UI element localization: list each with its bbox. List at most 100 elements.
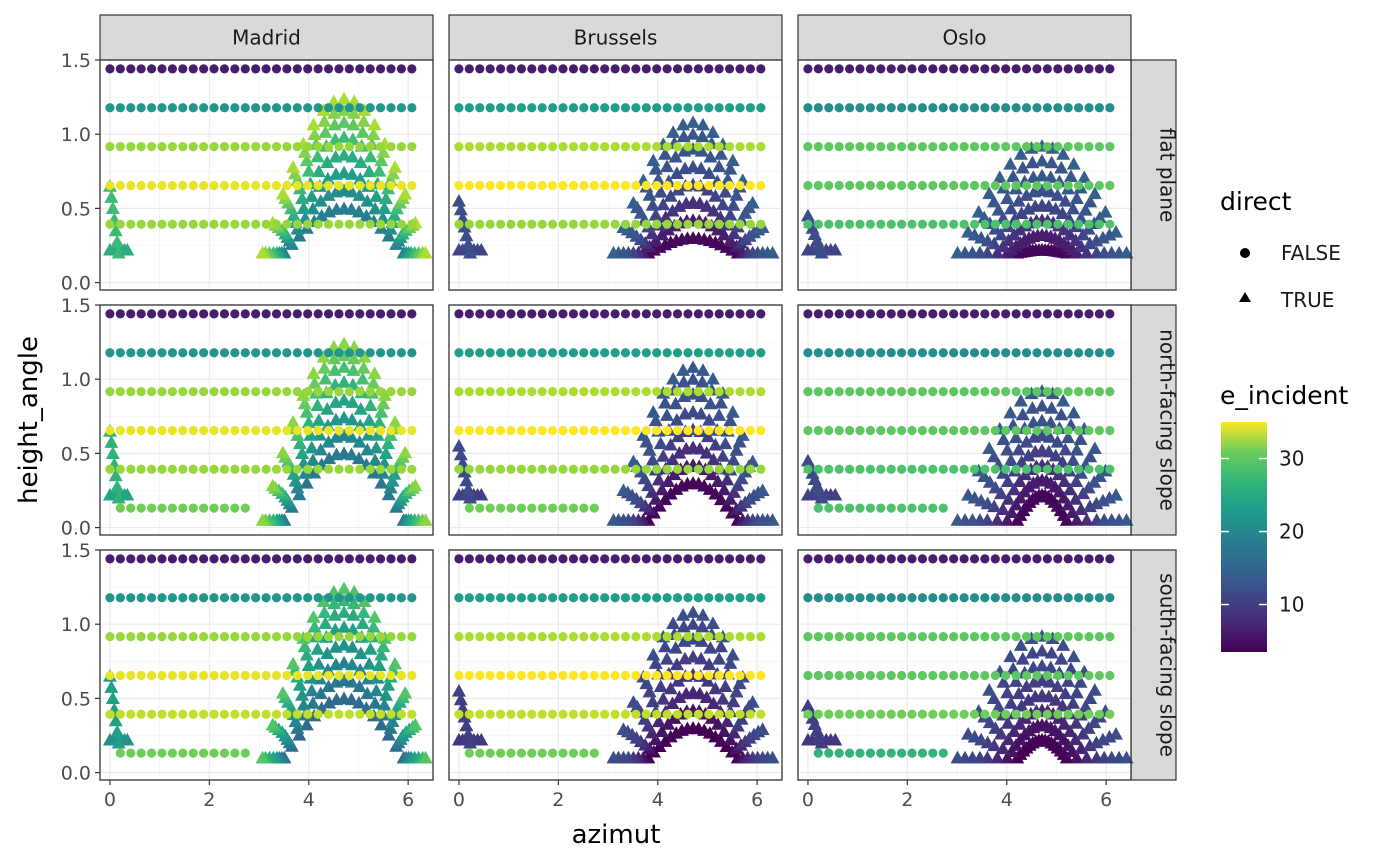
diffuse-point <box>178 464 188 474</box>
direct-point <box>337 375 352 388</box>
diffuse-point <box>558 709 568 719</box>
diffuse-point <box>959 593 969 603</box>
diffuse-point <box>475 309 485 319</box>
diffuse-point <box>662 425 672 436</box>
diffuse-point <box>407 142 417 152</box>
diffuse-point <box>600 425 610 436</box>
diffuse-point <box>990 554 1000 564</box>
direct-point <box>306 117 321 131</box>
diffuse-point <box>464 142 474 152</box>
direct-point <box>718 679 733 692</box>
diffuse-point <box>1011 425 1021 436</box>
diffuse-point <box>735 632 745 642</box>
direct-point <box>286 208 301 222</box>
diffuse-point <box>115 425 125 436</box>
direct-point <box>1061 674 1076 687</box>
diffuse-point <box>834 425 844 436</box>
diffuse-point <box>693 64 703 74</box>
direct-point <box>654 482 669 496</box>
legend-direct-title: direct <box>1220 187 1292 216</box>
diffuse-point <box>1053 180 1063 191</box>
direct-point <box>374 647 389 661</box>
diffuse-point <box>558 670 568 681</box>
diffuse-point <box>188 219 198 229</box>
direct-point <box>1014 455 1029 468</box>
diffuse-point <box>292 180 302 191</box>
diffuse-point <box>600 142 610 152</box>
diffuse-point <box>980 425 990 436</box>
diffuse-point <box>735 348 745 358</box>
direct-point <box>606 513 621 526</box>
diffuse-point <box>1053 632 1063 642</box>
direct-point <box>299 647 314 661</box>
diffuse-point <box>516 632 527 642</box>
diffuse-point <box>568 632 579 642</box>
diffuse-point <box>620 554 631 564</box>
diffuse-point <box>1053 309 1063 319</box>
diffuse-point <box>652 632 662 642</box>
diffuse-point <box>178 503 188 513</box>
diffuse-point <box>897 180 907 191</box>
diffuse-point <box>631 348 641 358</box>
direct-point <box>453 202 468 216</box>
diffuse-point <box>475 103 485 113</box>
diffuse-point <box>115 554 125 564</box>
diffuse-point <box>386 142 396 152</box>
diffuse-point <box>537 748 547 758</box>
diffuse-point <box>1073 142 1084 152</box>
diffuse-point <box>1042 142 1052 152</box>
direct-point <box>992 170 1007 183</box>
diffuse-point <box>334 709 344 719</box>
diffuse-point <box>365 593 375 603</box>
diffuse-point <box>261 670 271 681</box>
diffuse-point <box>824 387 834 397</box>
diffuse-point <box>928 64 938 74</box>
diffuse-point <box>230 464 240 474</box>
diffuse-point <box>928 180 938 191</box>
diffuse-point <box>844 632 855 642</box>
direct-point <box>305 201 320 215</box>
direct-point <box>669 657 684 671</box>
diffuse-point <box>959 425 969 436</box>
diffuse-point <box>886 709 896 719</box>
diffuse-point <box>527 593 537 603</box>
diffuse-point <box>756 554 766 564</box>
diffuse-point <box>240 309 250 319</box>
diffuse-point <box>126 464 136 474</box>
diffuse-point <box>375 142 386 152</box>
direct-point <box>1058 686 1073 700</box>
diffuse-point <box>282 632 292 642</box>
diffuse-point <box>938 387 948 397</box>
diffuse-point <box>251 180 261 191</box>
diffuse-point <box>375 709 386 719</box>
diffuse-point <box>589 709 599 719</box>
diffuse-point <box>876 387 886 397</box>
direct-point <box>1043 170 1058 183</box>
direct-point <box>642 188 657 201</box>
diffuse-point <box>126 142 136 152</box>
direct-point <box>692 686 707 700</box>
direct-point <box>996 675 1011 688</box>
panel-brussels-south-facing-slope <box>448 549 783 781</box>
direct-point <box>814 735 829 749</box>
direct-point <box>727 485 742 498</box>
direct-point <box>666 616 681 629</box>
diffuse-point <box>334 64 344 74</box>
y-tick-label: 0.0 <box>61 763 91 785</box>
diffuse-point <box>652 709 662 719</box>
direct-point <box>377 388 392 401</box>
diffuse-point <box>641 425 651 436</box>
direct-point <box>318 616 333 629</box>
diffuse-point <box>386 425 396 436</box>
diffuse-point <box>199 464 209 474</box>
diffuse-point <box>662 142 672 152</box>
diffuse-point <box>537 709 547 719</box>
diffuse-point <box>897 103 907 113</box>
diffuse-point <box>1011 387 1021 397</box>
direct-point <box>346 106 361 119</box>
diffuse-point <box>980 632 990 642</box>
direct-point <box>1055 206 1070 220</box>
diffuse-point <box>136 632 146 642</box>
direct-point <box>292 228 307 242</box>
direct-point <box>1003 453 1018 466</box>
